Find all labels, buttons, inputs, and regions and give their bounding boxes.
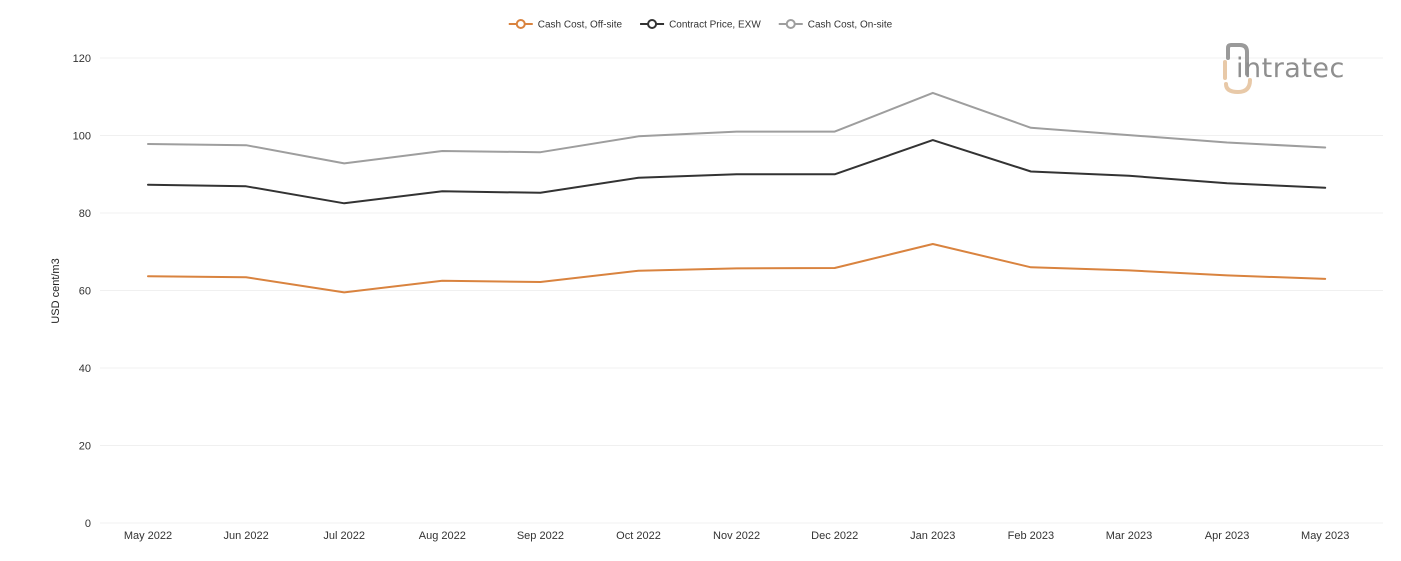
y-tick-label: 0 (85, 518, 91, 530)
series-line-0 (147, 243, 1327, 294)
y-tick-label: 60 (79, 286, 91, 298)
series-lines (147, 91, 1327, 294)
legend-marker (515, 19, 526, 29)
logo-text: intratec (1236, 53, 1345, 84)
x-tick-label: Nov 2022 (713, 530, 760, 542)
y-axis-title: USD cent/m3 (50, 258, 62, 323)
y-tick-label: 40 (79, 363, 91, 375)
legend-marker (647, 19, 658, 29)
legend: Cash Cost, Off-site Contract Price, EXW Ca… (508, 19, 893, 31)
x-tick-label: May 2022 (124, 530, 172, 542)
intratec-logo: intratec (1223, 43, 1345, 95)
y-tick-label: 100 (73, 131, 91, 143)
x-tick-label: Oct 2022 (616, 530, 661, 542)
legend-item[interactable]: Cash Cost, Off-site (508, 19, 623, 31)
x-tick-label: May 2023 (1301, 530, 1349, 542)
x-tick-label: Apr 2023 (1205, 530, 1250, 542)
x-tick-label: Sep 2022 (517, 530, 564, 542)
y-axis: 0 20 40 60 80 100 120 (73, 53, 91, 530)
logo-mark-gray (1226, 43, 1249, 76)
legend-item[interactable]: Contract Price, EXW (640, 19, 761, 31)
series-line-1 (147, 139, 1327, 205)
x-tick-label: Feb 2023 (1008, 530, 1054, 542)
legend-item[interactable]: Cash Cost, On-site (778, 19, 893, 31)
x-tick-label: Dec 2022 (811, 530, 858, 542)
y-tick-label: 80 (79, 208, 91, 220)
logo-mark-peach (1223, 60, 1252, 95)
legend-label: Contract Price, EXW (669, 20, 761, 31)
y-tick-label: 120 (73, 53, 91, 65)
x-tick-label: Jun 2022 (223, 530, 268, 542)
legend-label: Cash Cost, Off-site (538, 20, 623, 31)
x-axis: May 2022 Jun 2022 Jul 2022 Aug 2022 Sep 2022… (124, 530, 1350, 542)
legend-marker (785, 19, 796, 29)
y-tick-label: 20 (79, 441, 91, 453)
grid (100, 57, 1383, 524)
x-tick-label: Aug 2022 (419, 530, 466, 542)
series-line-2 (147, 91, 1327, 165)
x-tick-label: Jan 2023 (910, 530, 955, 542)
x-tick-label: Jul 2022 (323, 530, 365, 542)
x-tick-label: Mar 2023 (1106, 530, 1152, 542)
legend-label: Cash Cost, On-site (808, 20, 893, 31)
